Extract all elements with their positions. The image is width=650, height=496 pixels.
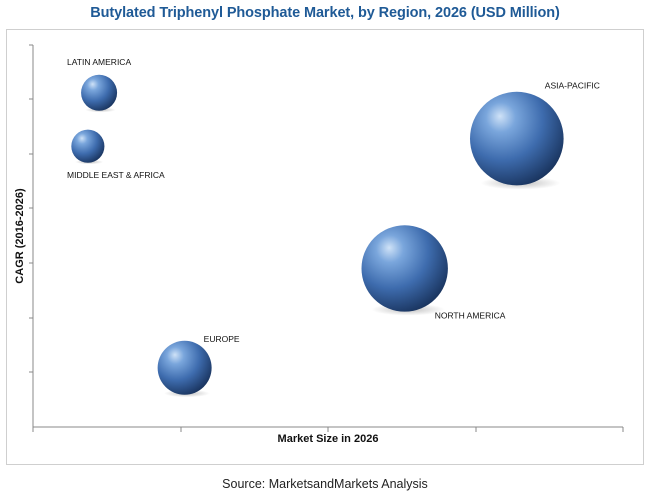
bubble-label: LATIN AMERICA <box>67 57 131 67</box>
x-axis-label: Market Size in 2026 <box>278 433 379 445</box>
bubble <box>81 74 118 111</box>
bubble-label: NORTH AMERICA <box>435 310 506 320</box>
bubble <box>157 340 212 395</box>
bubble-label: MIDDLE EAST & AFRICA <box>67 170 165 180</box>
bubble-chart: LATIN AMERICA MIDDLE EAST & AFRICA EUROPE N… <box>14 44 624 445</box>
bubbles: LATIN AMERICA MIDDLE EAST & AFRICA EUROPE N… <box>67 57 600 398</box>
chart-frame <box>6 29 644 465</box>
source-note: Source: MarketsandMarkets Analysis <box>222 477 428 491</box>
bubble-label: EUROPE <box>204 334 240 344</box>
y-ticks <box>29 44 33 373</box>
bubble-label: ASIA-PACIFIC <box>545 81 600 91</box>
y-axis-label: CAGR (2016-2026) <box>14 188 26 284</box>
x-ticks <box>32 427 624 432</box>
bubble <box>361 225 448 312</box>
bubble <box>71 129 105 163</box>
bubble <box>470 91 564 186</box>
chart-title: Butylated Triphenyl Phosphate Market, by… <box>90 5 560 21</box>
